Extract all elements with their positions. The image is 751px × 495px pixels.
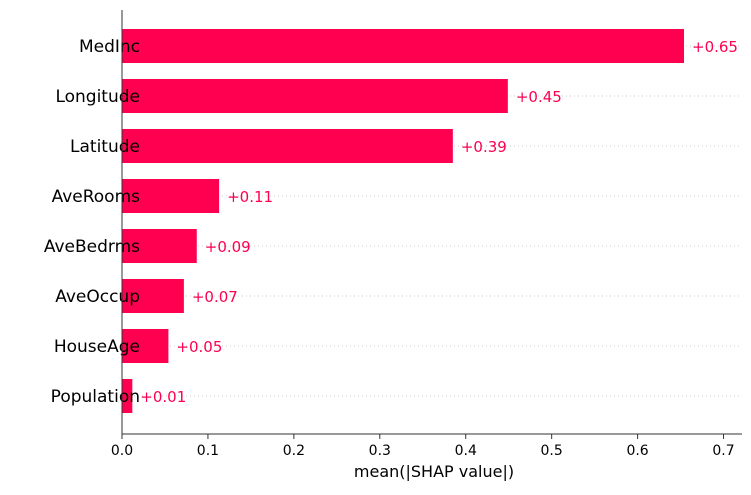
x-tick-label: 0.5 xyxy=(541,443,563,459)
category-labels: MedInc Longitude Latitude AveRooms AveBedrms… xyxy=(44,37,140,407)
value-label-aveoccup: +0.07 xyxy=(192,288,238,306)
value-label-averooms: +0.11 xyxy=(227,188,273,206)
value-labels: +0.65 +0.45 +0.39 +0.11 +0.09 +0.07 +0.05 +0.01 xyxy=(140,38,738,406)
bar-avebedrms xyxy=(122,229,197,263)
category-label-population: Population xyxy=(51,387,140,407)
value-label-avebedrms: +0.09 xyxy=(205,238,251,256)
bar-longitude xyxy=(122,79,508,113)
x-tick-label: 0.1 xyxy=(197,443,219,459)
value-label-longitude: +0.45 xyxy=(516,88,562,106)
bar-population xyxy=(122,379,133,413)
value-label-population: +0.01 xyxy=(140,388,186,406)
x-tick-label: 0.0 xyxy=(111,443,133,459)
x-tick-label: 0.7 xyxy=(712,443,734,459)
bar-latitude xyxy=(122,129,453,163)
category-label-aveoccup: AveOccup xyxy=(55,287,140,307)
x-tick-label: 0.3 xyxy=(369,443,391,459)
bars xyxy=(122,29,684,413)
category-label-averooms: AveRooms xyxy=(52,187,141,207)
x-axis-label: mean(|SHAP value|) xyxy=(354,462,514,481)
category-label-houseage: HouseAge xyxy=(54,337,140,357)
category-label-latitude: Latitude xyxy=(70,137,140,157)
category-label-avebedrms: AveBedrms xyxy=(44,237,140,257)
bar-medinc xyxy=(122,29,684,63)
x-ticks: 0.0 0.1 0.2 0.3 0.4 0.5 0.6 0.7 xyxy=(111,434,735,459)
value-label-houseage: +0.05 xyxy=(176,338,222,356)
category-label-medinc: MedInc xyxy=(79,37,140,57)
value-label-medinc: +0.65 xyxy=(692,38,738,56)
value-label-latitude: +0.39 xyxy=(461,138,507,156)
bar-aveoccup xyxy=(122,279,184,313)
category-label-longitude: Longitude xyxy=(55,87,140,107)
x-tick-label: 0.4 xyxy=(455,443,477,459)
bar-houseage xyxy=(122,329,169,363)
bar-averooms xyxy=(122,179,220,213)
x-tick-label: 0.2 xyxy=(283,443,305,459)
x-tick-label: 0.6 xyxy=(626,443,648,459)
